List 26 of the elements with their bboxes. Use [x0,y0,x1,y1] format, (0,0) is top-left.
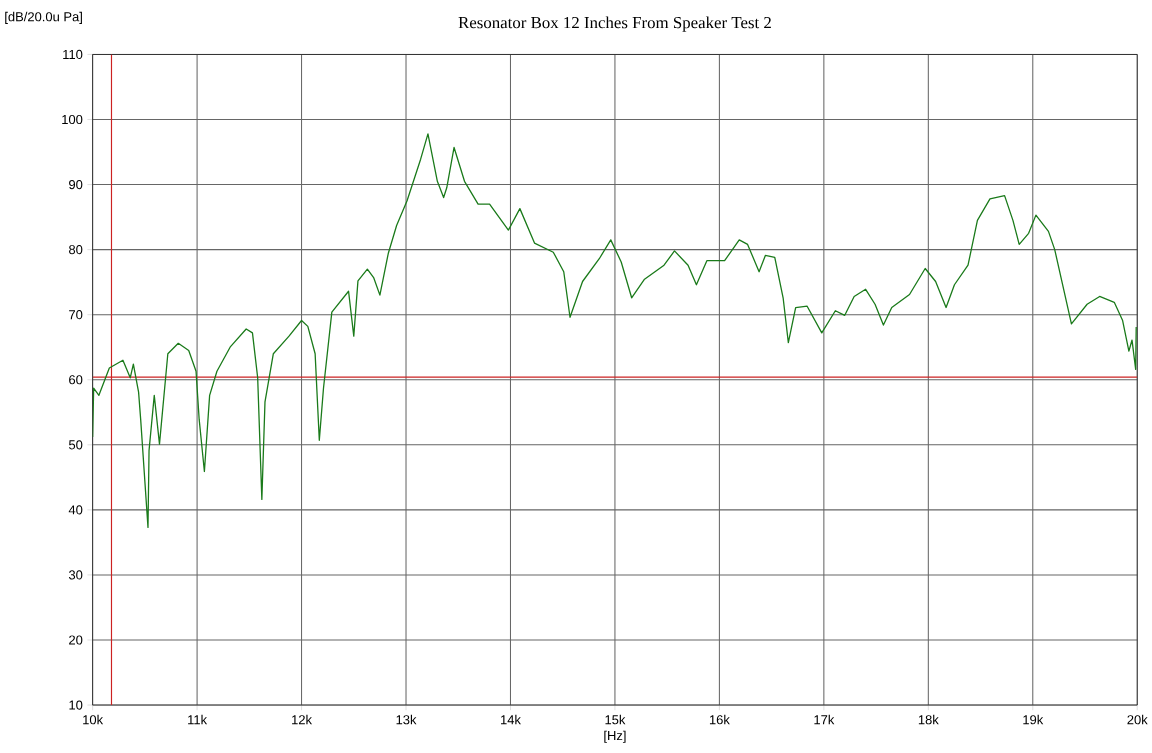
y-tick-label: 110 [63,49,83,60]
x-tick-label: 17k [814,714,835,725]
x-tick-label: 14k [501,714,521,725]
y-tick-label: 80 [69,245,83,255]
x-tick-label: 12k [292,714,313,725]
x-tick-label: 19k [1023,714,1044,725]
x-tick-label: 11k [188,714,208,725]
y-tick-label: 20 [69,635,83,645]
x-tick-label: 13k [396,714,417,725]
x-axis-title: [Hz] [604,730,626,743]
y-tick-label: 60 [69,375,83,385]
y-tick-label: 40 [68,505,83,515]
chart-title: Resonator Box 12 Inches From Speaker Test 2 [458,16,771,32]
x-tick-label: 20k [1127,714,1148,725]
y-tick-label: 70 [69,310,83,320]
line-series [92,133,1137,529]
x-tick-label: 10k [83,714,104,725]
y-tick-label: 10 [69,700,83,710]
y-tick-label: 30 [68,570,83,580]
x-tick-label: 16k [709,714,730,725]
y-tick-label: 50 [68,440,83,450]
x-tick-label: 15k [605,714,626,725]
y-tick-label: 100 [62,114,83,125]
y-tick-label: 90 [69,179,83,190]
y-axis-title: [dB/20.0u Pa] [5,11,82,24]
x-tick-label: 18k [918,714,939,725]
